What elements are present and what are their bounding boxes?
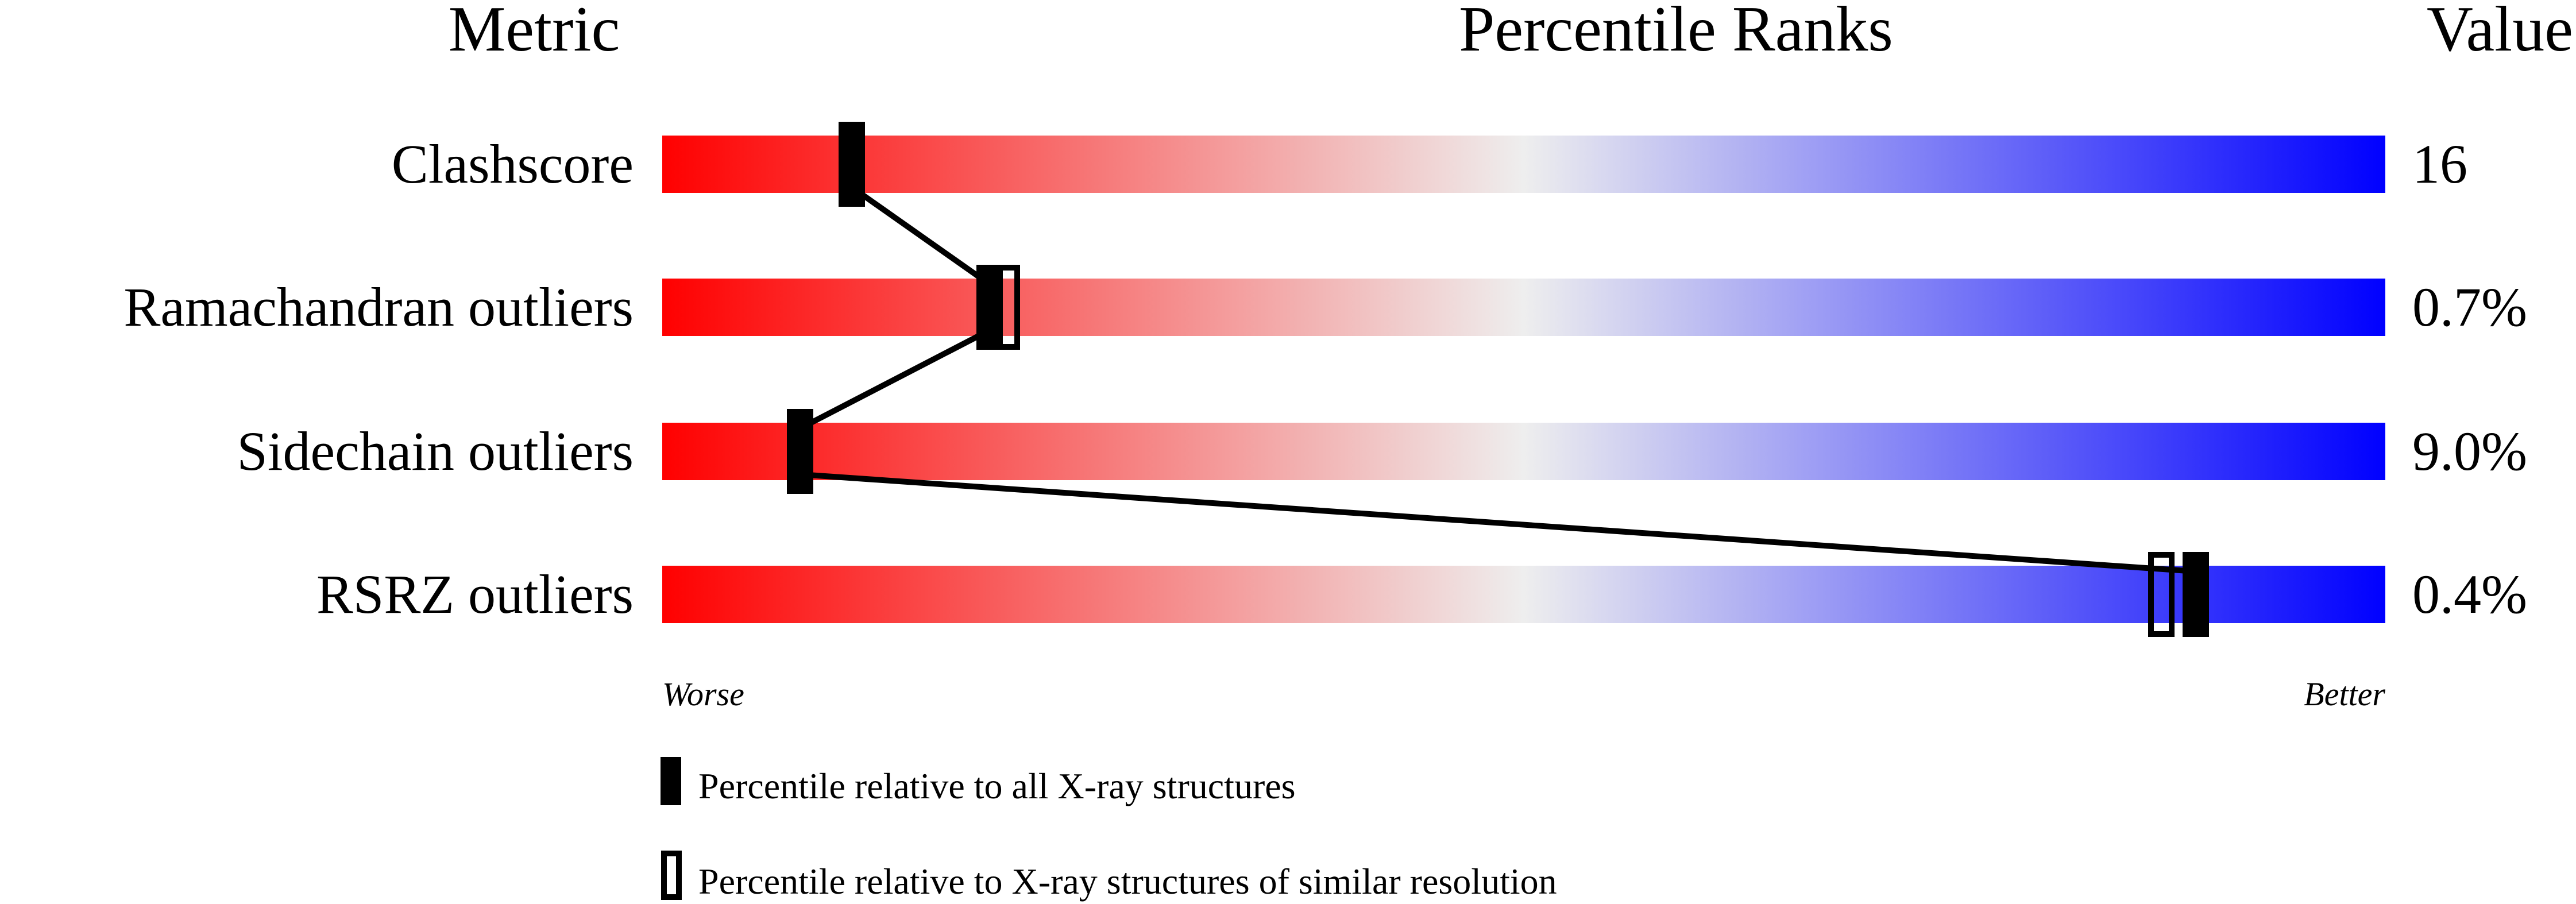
metric-value: 16 [2412, 133, 2467, 195]
axis-label-better: Better [2304, 675, 2385, 713]
legend-filled-marker [661, 757, 681, 805]
metric-value: 9.0% [2412, 420, 2527, 482]
header-value: Value [2427, 0, 2573, 65]
legend-label-all: Percentile relative to all X-ray structu… [698, 766, 1296, 806]
metric-label: Sidechain outliers [237, 420, 634, 482]
header-metric: Metric [449, 0, 620, 65]
percentile-bar [662, 566, 2385, 623]
header-percentile-ranks: Percentile Ranks [1459, 0, 1893, 65]
connector-line [850, 184, 991, 287]
metric-value: 0.7% [2412, 276, 2527, 338]
percentile-bar [662, 423, 2385, 480]
legend-label-similar: Percentile relative to X-ray structures … [698, 861, 1557, 902]
metric-label: Ramachandran outliers [123, 276, 634, 338]
marker-all-structures [839, 122, 865, 207]
connector-line [800, 472, 2196, 574]
metric-value: 0.4% [2412, 563, 2527, 625]
marker-similar-resolution [2148, 552, 2175, 637]
marker-all-structures [976, 265, 1003, 350]
legend-open-marker [661, 851, 682, 900]
percentile-bar [662, 279, 2385, 336]
marker-all-structures [787, 409, 813, 494]
metric-label: Clashscore [392, 133, 634, 195]
percentile-bar [662, 136, 2385, 193]
metric-label: RSRZ outliers [316, 563, 634, 625]
connector-lines [798, 184, 2196, 574]
connector-line [798, 327, 991, 431]
marker-all-structures [2183, 552, 2209, 637]
axis-label-worse: Worse [662, 675, 744, 713]
